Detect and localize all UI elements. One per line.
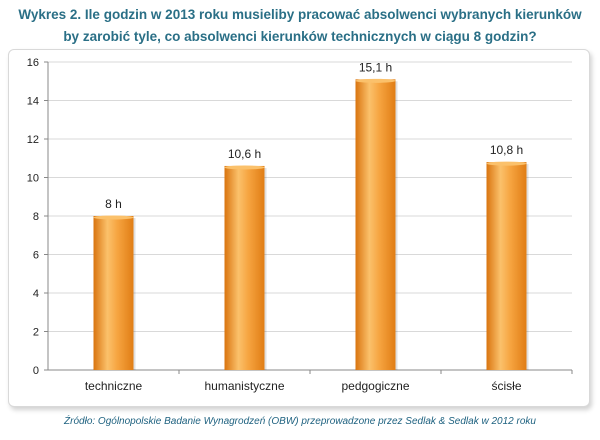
bars: [93, 78, 529, 370]
y-tick-label-2: 2: [33, 327, 39, 339]
bar-top-0: [93, 215, 134, 220]
labels: 0 2 4 6 8 10 12 14 16 8 h techniczne 10,6 h humanist…: [27, 57, 523, 393]
gridlines: [48, 61, 572, 332]
y-tick-label-4: 4: [33, 288, 39, 300]
y-tick-label-16: 16: [27, 57, 39, 69]
y-tick-label-10: 10: [27, 173, 39, 185]
chart-title: Wykres 2. Ile godzin w 2013 roku musieli…: [0, 4, 600, 48]
x-category-label-techniczne: techniczne: [85, 379, 143, 393]
data-label-pedgogiczne: 15,1 h: [359, 60, 392, 74]
bar-pedgogiczne: [355, 79, 396, 370]
bar-top-1: [224, 165, 265, 170]
chart-title-line-2: by zarobić tyle, co absolwenci kierunków…: [63, 29, 537, 44]
data-label-techniczne: 8 h: [105, 197, 122, 211]
x-category-label-humanistyczne: humanistyczne: [204, 379, 284, 393]
x-category-label-ścisłe: ścisłe: [491, 379, 521, 393]
data-label-humanistyczne: 10,6 h: [228, 147, 261, 161]
chart-title-line-1: Wykres 2. Ile godzin w 2013 roku musieli…: [18, 7, 582, 22]
bar-top-3: [486, 161, 527, 166]
y-tick-label-12: 12: [27, 134, 39, 146]
y-tick-label-6: 6: [33, 250, 39, 262]
bar-top-2: [355, 78, 396, 83]
data-label-ścisłe: 10,8 h: [490, 143, 523, 157]
y-tick-label-8: 8: [33, 211, 39, 223]
bar-techniczne: [93, 216, 134, 370]
y-tick-label-14: 14: [27, 96, 39, 108]
bar-humanistyczne: [224, 165, 265, 370]
axes: [44, 61, 573, 374]
y-tick-label-0: 0: [33, 365, 39, 377]
x-category-label-pedgogiczne: pedgogiczne: [341, 379, 409, 393]
bar-ścisłe: [486, 162, 527, 370]
source-note: Źródło: Ogólnopolskie Badanie Wynagrodze…: [64, 416, 536, 427]
